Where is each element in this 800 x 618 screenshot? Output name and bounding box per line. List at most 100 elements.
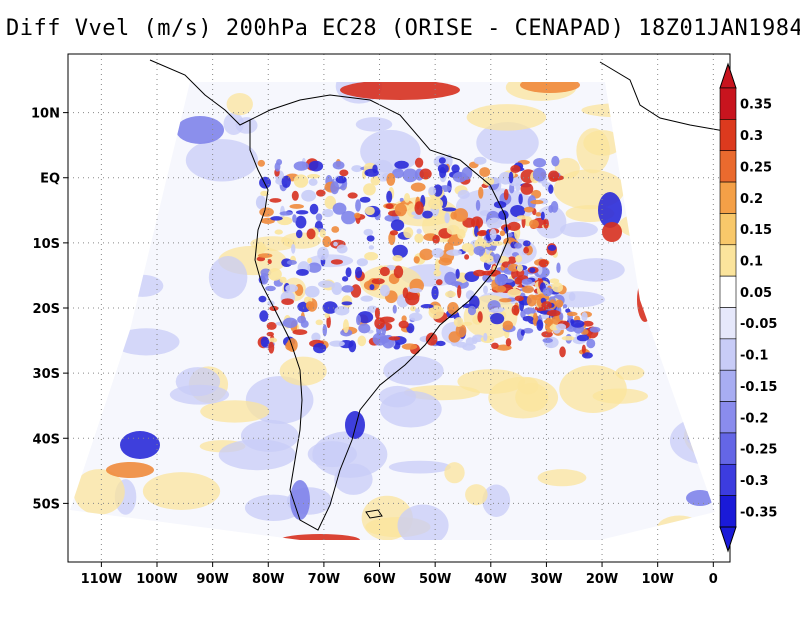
field-cell: [265, 285, 276, 292]
field-cell: [581, 344, 586, 354]
field-cell: [433, 184, 443, 197]
field-cell: [561, 336, 575, 341]
colorbar-label: 0.05: [740, 286, 772, 301]
field-patch: [629, 134, 664, 180]
field-cell: [570, 319, 585, 328]
field-cell: [356, 314, 362, 326]
field-cell: [522, 285, 534, 294]
field-cell: [428, 305, 444, 320]
field-cell: [268, 337, 278, 343]
colorbar-segment: [719, 495, 737, 528]
field-cell: [356, 258, 368, 267]
field-patch: [169, 384, 230, 405]
field-cell: [255, 195, 267, 210]
field-cell: [286, 338, 298, 352]
field-cell: [360, 295, 374, 302]
field-cell: [308, 178, 318, 186]
field-cell: [520, 309, 526, 319]
field-cell: [291, 243, 296, 254]
colorbar-segment: [719, 401, 737, 434]
field-cell: [514, 295, 524, 302]
field-cell: [493, 307, 506, 312]
field-cell: [341, 301, 353, 306]
field-cell: [508, 263, 520, 272]
field-cell: [542, 338, 553, 343]
field-cell: [444, 212, 450, 224]
field-cell: [322, 209, 334, 218]
field-cell: [489, 241, 503, 246]
field-cell: [414, 308, 420, 314]
field-cell: [333, 241, 338, 247]
field-cell: [324, 195, 337, 210]
field-cell: [316, 189, 326, 197]
field-patch: [383, 355, 444, 386]
field-cell: [370, 175, 381, 186]
field-cell: [364, 206, 375, 216]
colorbar-label: -0.25: [740, 443, 777, 458]
field-cell: [507, 221, 521, 231]
field-cell: [341, 285, 354, 293]
field-cell: [331, 226, 340, 233]
field-cell: [541, 331, 553, 338]
field-cell: [435, 340, 446, 347]
field-cell: [392, 168, 404, 179]
field-cell: [566, 311, 578, 317]
field-cell: [394, 160, 409, 169]
field-cell: [335, 175, 347, 184]
field-patch: [244, 494, 302, 522]
field-cell: [332, 202, 347, 215]
field-patch: [355, 117, 393, 132]
colorbar-segment: [719, 119, 737, 152]
field-patch: [185, 139, 259, 182]
field-patch: [615, 365, 645, 381]
field-patch: [437, 54, 496, 80]
field-cell: [554, 299, 564, 308]
field-cell: [296, 268, 309, 276]
colorbar-label: 0.2: [740, 192, 763, 207]
field-patch: [312, 431, 388, 478]
latitude-axis: 10N EQ 10S 20S 30S 40S 50S: [31, 107, 68, 512]
colorbar-label: -0.15: [740, 380, 777, 395]
lon-tick-label: 50W: [419, 572, 451, 587]
field-cell: [547, 244, 557, 251]
field-cell: [457, 189, 470, 199]
field-cell: [456, 285, 462, 299]
colorbar-segment: [719, 87, 737, 120]
field-cell: [318, 280, 334, 288]
field-cell: [254, 241, 266, 254]
colorbar-segment: [719, 275, 737, 308]
field-cell: [480, 335, 495, 344]
field-cell: [515, 182, 521, 192]
field-cell: [401, 343, 418, 350]
longitude-axis: 110W 100W 90W 80W 70W 60W 50W 40W 30W 20W 10W 0: [81, 562, 718, 587]
coastlines: [149, 59, 731, 531]
field-patch: [226, 93, 253, 116]
field-cell: [374, 307, 380, 320]
field-patch: [517, 377, 539, 395]
field-cell: [313, 342, 327, 354]
field-cell: [559, 346, 566, 358]
field-cell: [507, 256, 517, 264]
field-cell: [586, 338, 596, 349]
field-cell: [523, 307, 536, 315]
colorbar-segment: [719, 307, 737, 340]
field-cell: [568, 292, 576, 302]
lat-tick-label: 30S: [33, 367, 60, 382]
field-patch: [388, 460, 451, 474]
field-cell: [523, 206, 534, 213]
lat-tick-label: EQ: [40, 172, 60, 187]
field-cell: [402, 168, 418, 183]
field-cell: [386, 172, 396, 186]
field-cell: [301, 189, 317, 202]
field-cell: [520, 329, 525, 336]
field-cell: [371, 278, 385, 285]
field-cell: [274, 229, 283, 235]
field-cell: [300, 320, 309, 328]
field-cell: [258, 295, 267, 303]
field-cell: [259, 207, 274, 217]
lon-tick-label: 100W: [136, 572, 177, 587]
colorbar-segment: [719, 150, 737, 183]
field-cell: [559, 312, 564, 321]
field-patch: [378, 385, 417, 408]
field-cell: [538, 259, 549, 268]
